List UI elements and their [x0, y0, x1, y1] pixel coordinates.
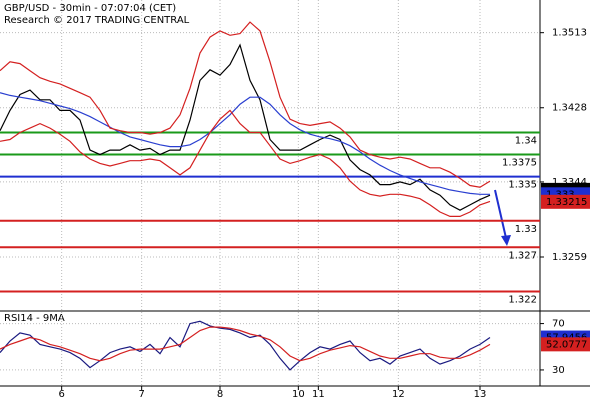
price-tag-label: 52.0777	[546, 339, 587, 350]
price-tag	[541, 337, 590, 352]
rsi-line	[0, 320, 491, 371]
y-tick-label: 1.3513	[552, 28, 587, 39]
level-label: 1.3375	[502, 158, 537, 169]
y-tick-label: 1.3344	[552, 177, 587, 188]
y-tick-label: 1.3428	[552, 103, 587, 114]
x-tick-label: 7	[138, 389, 144, 400]
price-line	[0, 43, 491, 211]
forecast-arrow	[494, 189, 507, 239]
x-tick-label: 12	[392, 389, 405, 400]
x-tick-label: 13	[474, 389, 487, 400]
rsi-title: RSI14 - 9MA	[4, 313, 65, 324]
y-tick-label: 70	[552, 319, 565, 330]
chart-title: GBP/USD - 30min - 07:07:04 (CET)	[4, 3, 176, 14]
y-tick-label: 1.3259	[552, 252, 587, 263]
x-tick-label: 8	[217, 389, 223, 400]
level-label: 1.335	[508, 180, 537, 191]
x-tick-label: 10	[292, 389, 305, 400]
level-label: 1.33	[515, 224, 537, 235]
price-line	[0, 92, 490, 195]
price-line	[0, 21, 491, 188]
chart-subtitle: Research © 2017 TRADING CENTRAL	[4, 15, 190, 26]
y-tick-label: 30	[552, 365, 565, 376]
price-tag-label: 1.33215	[546, 197, 587, 208]
rsi-line	[0, 326, 491, 362]
x-tick-label: 11	[312, 389, 325, 400]
price-line	[0, 109, 491, 217]
level-label: 1.34	[515, 135, 537, 146]
x-tick-label: 6	[58, 389, 64, 400]
price-tag-label: 1.333	[546, 189, 575, 200]
level-label: 1.327	[508, 250, 537, 261]
forecast-arrowhead	[501, 235, 511, 246]
price-tag	[541, 194, 590, 209]
level-label: 1.322	[508, 294, 537, 305]
